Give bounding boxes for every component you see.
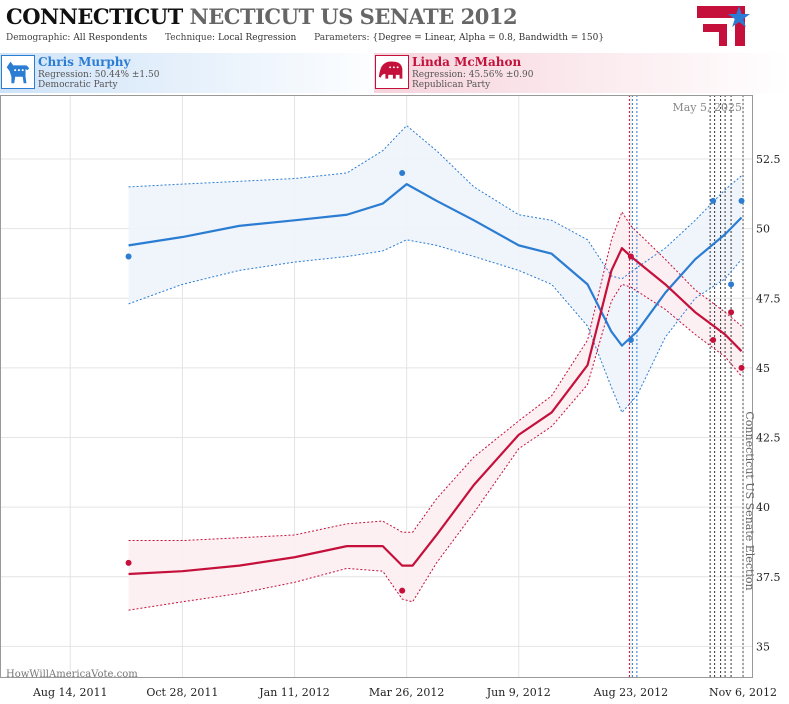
event-label: Connecticut US Senate Election [743, 411, 756, 590]
title-state: CONNECTICUT [6, 4, 183, 29]
demographic-value: All Respondents [73, 33, 148, 43]
x-tick-label: Aug 14, 2011 [32, 686, 108, 699]
chart-header: CONNECTICUT NECTICUT US SENATE 2012 Demo… [0, 0, 789, 52]
poll-point [728, 309, 735, 316]
poll-point [627, 253, 634, 260]
y-tick-label: 50 [756, 223, 770, 236]
x-tick-label: Aug 23, 2012 [593, 686, 669, 699]
elephant-icon [375, 55, 409, 89]
watermark-text: HowWillAmericaVote.com [6, 669, 138, 680]
poll-point [710, 197, 717, 204]
poll-point [738, 197, 745, 204]
x-tick-label: Jan 11, 2012 [258, 686, 330, 699]
x-tick-label: Jun 9, 2012 [486, 686, 551, 699]
y-tick-label: 42.5 [756, 432, 781, 445]
confidence-band [128, 125, 742, 413]
x-tick-label: Nov 6, 2012 [709, 686, 777, 699]
parameters-value: {Degree = Linear, Alpha = 0.8, Bandwidth… [372, 33, 605, 43]
x-tick-label: Mar 26, 2012 [369, 686, 445, 699]
y-tick-label: 40 [756, 501, 770, 514]
candidate-party: Republican Party [412, 80, 491, 90]
donkey-icon [1, 55, 35, 89]
parameters-line: Demographic: All Respondents Technique: … [6, 33, 604, 43]
candidate-name: Linda McMahon [412, 55, 522, 69]
poll-point [399, 169, 406, 176]
y-tick-label: 45 [756, 362, 770, 375]
poll-point [125, 253, 132, 260]
poll-chart: Aug 14, 2011 Oct 28, 2011 Jan 11, 2012 Mar … [0, 95, 781, 699]
page-title: CONNECTICUT NECTICUT US SENATE 2012 [6, 4, 518, 29]
candidate-name: Chris Murphy [38, 55, 131, 69]
upper-bound-line [128, 210, 742, 542]
candidate-panel-mcmahon: Linda McMahon Regression: 45.56% ±0.90 R… [374, 53, 789, 93]
y-tick-label: 35 [756, 640, 770, 653]
upper-bound-line [128, 124, 742, 280]
parameters-label: Parameters: [314, 33, 370, 43]
poll-point [125, 559, 132, 566]
candidate-panel-murphy: Chris Murphy Regression: 50.44% ±1.50 De… [0, 53, 394, 93]
plot-frame [0, 95, 753, 678]
date-stamp: May 5, 2025 [672, 101, 742, 114]
poll-point [627, 337, 634, 344]
y-tick-label: 52.5 [756, 153, 781, 166]
site-logo-icon [683, 6, 750, 46]
regression-line [128, 247, 743, 576]
y-tick-label: 47.5 [756, 292, 781, 305]
poll-point [710, 337, 717, 344]
poll-point [738, 364, 745, 371]
candidate-regression: Regression: 50.44% ±1.50 [38, 70, 160, 80]
lower-bound-line [128, 283, 742, 611]
x-tick-label: Oct 28, 2011 [146, 686, 218, 699]
candidate-regression: Regression: 45.56% ±0.90 [412, 70, 534, 80]
candidate-party: Democratic Party [38, 80, 118, 90]
poll-point [728, 281, 735, 288]
technique-label: Technique: [165, 33, 216, 43]
title-race: NECTICUT US SENATE 2012 [189, 4, 518, 29]
poll-point [399, 587, 406, 594]
regression-line [128, 183, 743, 347]
y-tick-label: 37.5 [756, 571, 781, 584]
technique-value: Local Regression [217, 33, 297, 43]
demographic-label: Demographic: [6, 33, 71, 43]
